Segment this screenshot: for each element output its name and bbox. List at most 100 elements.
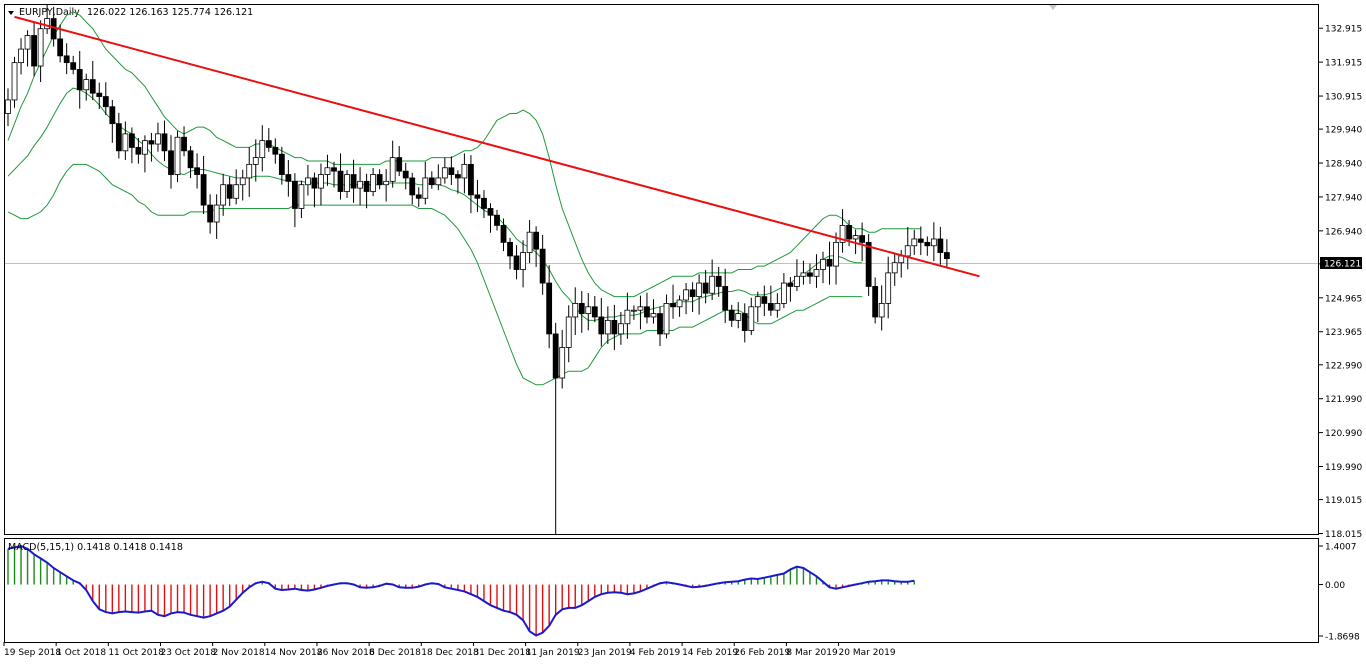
candle[interactable] bbox=[741, 303, 748, 343]
candle[interactable] bbox=[148, 132, 155, 162]
candle[interactable] bbox=[278, 146, 285, 185]
candle[interactable] bbox=[415, 187, 422, 207]
candle[interactable] bbox=[102, 82, 109, 116]
candle[interactable] bbox=[428, 171, 435, 189]
candle[interactable] bbox=[676, 295, 683, 317]
candle[interactable] bbox=[859, 222, 866, 262]
candle[interactable] bbox=[363, 173, 370, 209]
candle[interactable] bbox=[194, 153, 200, 189]
candle[interactable] bbox=[774, 293, 781, 318]
candle[interactable] bbox=[657, 306, 663, 347]
candle[interactable] bbox=[461, 153, 468, 194]
candle[interactable] bbox=[337, 153, 344, 200]
candle[interactable] bbox=[305, 164, 311, 196]
candle[interactable] bbox=[702, 269, 709, 304]
candle[interactable] bbox=[409, 172, 416, 205]
candle[interactable] bbox=[70, 55, 77, 75]
candle[interactable] bbox=[780, 273, 787, 308]
candle[interactable] bbox=[507, 237, 513, 270]
candle[interactable] bbox=[44, 4, 51, 34]
candle[interactable] bbox=[865, 234, 872, 296]
candle[interactable] bbox=[220, 173, 227, 216]
candle[interactable] bbox=[539, 234, 546, 295]
candle[interactable] bbox=[115, 112, 122, 159]
candle[interactable] bbox=[448, 156, 455, 185]
candle[interactable] bbox=[683, 282, 689, 315]
candle[interactable] bbox=[559, 329, 566, 389]
candle[interactable] bbox=[670, 284, 676, 319]
candle[interactable] bbox=[728, 304, 735, 327]
candle[interactable] bbox=[161, 120, 168, 162]
candle[interactable] bbox=[272, 138, 279, 164]
candle[interactable] bbox=[298, 180, 305, 219]
candle[interactable] bbox=[37, 20, 44, 83]
candle[interactable] bbox=[318, 163, 324, 206]
candle[interactable] bbox=[389, 140, 396, 188]
candle[interactable] bbox=[546, 265, 553, 349]
shift-marker-icon[interactable] bbox=[1049, 5, 1057, 10]
candle[interactable] bbox=[233, 169, 240, 205]
candle[interactable] bbox=[826, 241, 833, 285]
candle[interactable] bbox=[168, 135, 174, 189]
candle[interactable] bbox=[891, 254, 898, 286]
candle[interactable] bbox=[31, 22, 37, 77]
candle[interactable] bbox=[142, 135, 148, 173]
candle[interactable] bbox=[11, 56, 18, 108]
candle[interactable] bbox=[533, 226, 540, 267]
candle[interactable] bbox=[943, 239, 950, 269]
candle[interactable] bbox=[265, 128, 272, 152]
candle[interactable] bbox=[813, 254, 820, 288]
candle[interactable] bbox=[735, 302, 742, 329]
candle[interactable] bbox=[930, 222, 937, 262]
candle[interactable] bbox=[76, 51, 83, 109]
candle[interactable] bbox=[474, 179, 481, 213]
candle[interactable] bbox=[748, 297, 755, 336]
candle[interactable] bbox=[128, 127, 135, 164]
candle[interactable] bbox=[324, 154, 331, 186]
candle[interactable] bbox=[513, 245, 520, 280]
candle[interactable] bbox=[820, 251, 826, 284]
candle[interactable] bbox=[207, 194, 214, 234]
candle[interactable] bbox=[396, 145, 403, 177]
candle[interactable] bbox=[833, 232, 839, 285]
candle[interactable] bbox=[252, 139, 259, 182]
candle[interactable] bbox=[18, 38, 24, 75]
candle[interactable] bbox=[422, 161, 429, 205]
candle[interactable] bbox=[331, 161, 337, 188]
candle[interactable] bbox=[794, 259, 800, 291]
candle[interactable] bbox=[487, 203, 494, 233]
candle[interactable] bbox=[722, 268, 729, 323]
candle[interactable] bbox=[481, 190, 487, 219]
candle[interactable] bbox=[696, 274, 703, 315]
candle[interactable] bbox=[767, 285, 774, 316]
candle[interactable] bbox=[213, 194, 220, 239]
candle[interactable] bbox=[839, 209, 846, 253]
candle[interactable] bbox=[239, 169, 246, 201]
candle[interactable] bbox=[885, 256, 892, 319]
candle[interactable] bbox=[24, 30, 31, 67]
collapse-arrow-icon[interactable] bbox=[8, 11, 14, 15]
candle[interactable] bbox=[291, 173, 298, 228]
candle[interactable] bbox=[911, 229, 918, 255]
candle[interactable] bbox=[585, 293, 592, 331]
candle[interactable] bbox=[5, 88, 11, 127]
candle[interactable] bbox=[552, 322, 559, 534]
candle[interactable] bbox=[689, 282, 696, 312]
candle[interactable] bbox=[181, 126, 187, 157]
candle[interactable] bbox=[402, 162, 409, 190]
candle[interactable] bbox=[155, 122, 161, 152]
candle[interactable] bbox=[598, 298, 605, 347]
candle[interactable] bbox=[57, 24, 64, 63]
candle[interactable] bbox=[631, 305, 637, 320]
candle[interactable] bbox=[617, 312, 624, 345]
candle[interactable] bbox=[226, 176, 233, 206]
candle[interactable] bbox=[435, 164, 442, 191]
candle[interactable] bbox=[246, 147, 253, 197]
candle[interactable] bbox=[852, 229, 859, 255]
macd-panel[interactable] bbox=[4, 538, 1319, 643]
main-chart-panel[interactable] bbox=[4, 4, 1319, 535]
candle[interactable] bbox=[937, 226, 944, 265]
candle[interactable] bbox=[650, 299, 657, 324]
candle[interactable] bbox=[807, 263, 813, 284]
